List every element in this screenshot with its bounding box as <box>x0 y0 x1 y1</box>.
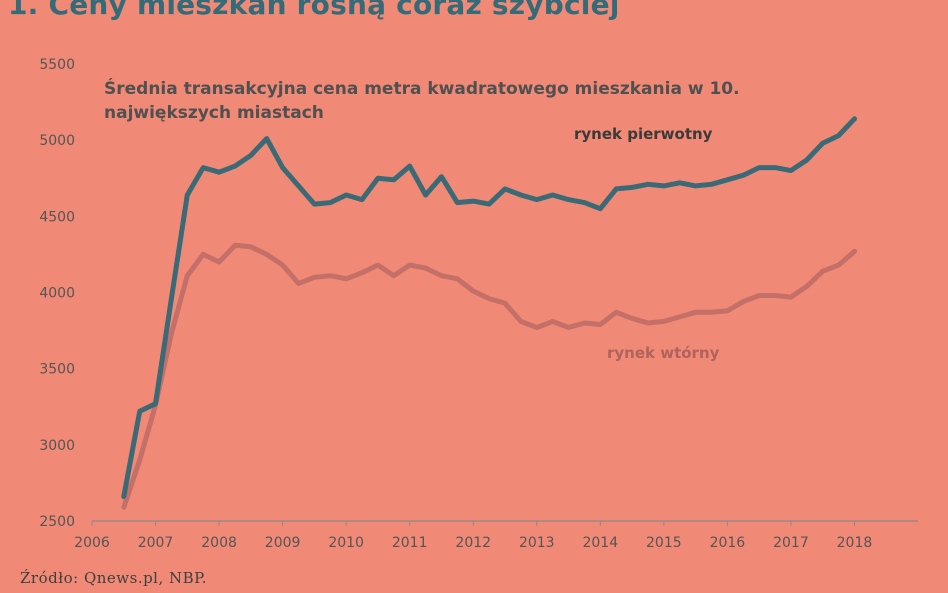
chart-title-line-1: Średnia transakcyjna cena metra kwadrato… <box>104 77 740 99</box>
x-tick-label: 2018 <box>837 535 873 551</box>
x-tick-label: 2013 <box>519 535 555 551</box>
y-tick-label: 2500 <box>39 514 75 530</box>
y-tick-label: 4500 <box>39 209 75 225</box>
axes: 2006 2007 2008 2009 2010 2011 2012 2013 2014 2015… <box>39 57 918 551</box>
y-tick-label: 3000 <box>39 438 75 454</box>
series-label-primary: rynek pierwotny <box>574 125 713 143</box>
chart-title-line-2: największych miastach <box>104 103 324 123</box>
headline: 1. Ceny mieszkań rosną coraz szybciej <box>8 0 620 21</box>
x-tick-label: 2011 <box>392 535 428 551</box>
series-line-primary <box>121 116 857 500</box>
x-tick-label: 2006 <box>74 535 110 551</box>
series-line-secondary <box>121 242 857 510</box>
y-tick-label: 5500 <box>39 57 75 73</box>
x-tick-label: 2017 <box>773 535 809 551</box>
source-note: Źródło: Qnews.pl, NBP. <box>20 569 207 587</box>
x-tick-label: 2007 <box>138 535 174 551</box>
x-tick-label: 2010 <box>328 535 364 551</box>
x-tick-label: 2008 <box>201 535 237 551</box>
y-tick-label: 4000 <box>39 286 75 302</box>
x-tick-label: 2014 <box>582 535 618 551</box>
series-lines <box>121 116 857 510</box>
y-tick-label: 3500 <box>39 362 75 378</box>
x-tick-label: 2016 <box>710 535 746 551</box>
x-tick-label: 2009 <box>265 535 301 551</box>
y-tick-label: 5000 <box>39 133 75 149</box>
x-tick-label: 2015 <box>646 535 682 551</box>
series-label-secondary: rynek wtórny <box>607 344 720 362</box>
x-tick-label: 2012 <box>455 535 491 551</box>
